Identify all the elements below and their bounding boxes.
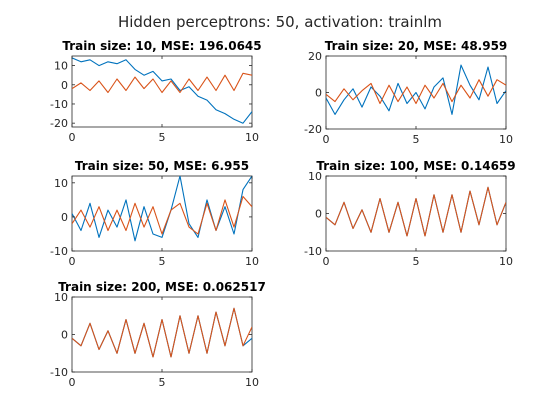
x-tick-label: 10: [245, 131, 259, 144]
figure-title: Hidden perceptrons: 50, activation: trai…: [118, 13, 442, 31]
y-tick-label: 10: [308, 170, 322, 183]
y-tick-label: -10: [50, 98, 68, 111]
subplot-title: Train size: 200, MSE: 0.062517: [58, 280, 266, 294]
series-line-2: [72, 72, 252, 94]
series-line-2: [72, 195, 252, 235]
y-tick-label: 0: [315, 87, 322, 100]
x-tick-label: 5: [413, 133, 420, 146]
plot-frame: [71, 296, 253, 373]
y-tick-label: -20: [50, 117, 68, 130]
y-tick-label: -10: [304, 245, 322, 258]
x-tick-label: 0: [69, 255, 76, 268]
x-tick-label: 0: [323, 255, 330, 268]
y-tick-label: 0: [61, 329, 68, 342]
series-line-2: [72, 307, 252, 358]
y-tick-label: 10: [54, 177, 68, 190]
subplot-1: Train size: 10, MSE: 196.0645 0 5 10 -20 -10 0…: [50, 39, 262, 144]
series-line-2: [326, 186, 506, 237]
x-tick-label: 5: [413, 255, 420, 268]
y-tick-label: 10: [54, 60, 68, 73]
x-tick-label: 5: [159, 255, 166, 268]
y-tick-label: 20: [308, 50, 322, 63]
series-line-1: [326, 64, 506, 115]
series-line-1: [72, 176, 252, 242]
subplot-title: Train size: 50, MSE: 6.955: [75, 159, 249, 173]
plot-frame: [71, 55, 253, 128]
y-tick-label: 0: [315, 208, 322, 221]
plot-frame: [71, 175, 253, 252]
plot-frame: [325, 175, 507, 252]
x-tick-label: 0: [69, 131, 76, 144]
y-tick-label: -10: [50, 366, 68, 379]
subplot-title: Train size: 10, MSE: 196.0645: [62, 39, 261, 53]
x-tick-label: 10: [499, 133, 513, 146]
subplot-title: Train size: 20, MSE: 48.959: [325, 39, 508, 53]
x-tick-label: 10: [245, 255, 259, 268]
x-tick-label: 10: [245, 376, 259, 389]
x-tick-label: 5: [159, 131, 166, 144]
y-tick-label: -20: [304, 123, 322, 136]
x-tick-label: 0: [69, 376, 76, 389]
y-tick-label: -10: [50, 245, 68, 258]
y-tick-label: 0: [61, 211, 68, 224]
series-line-1: [72, 57, 252, 124]
x-tick-label: 10: [499, 255, 513, 268]
x-tick-label: 5: [159, 376, 166, 389]
x-tick-label: 0: [323, 133, 330, 146]
series-line-2: [326, 79, 506, 105]
y-tick-label: 10: [54, 291, 68, 304]
y-tick-label: 0: [61, 79, 68, 92]
subplot-title: Train size: 100, MSE: 0.14659: [316, 159, 515, 173]
